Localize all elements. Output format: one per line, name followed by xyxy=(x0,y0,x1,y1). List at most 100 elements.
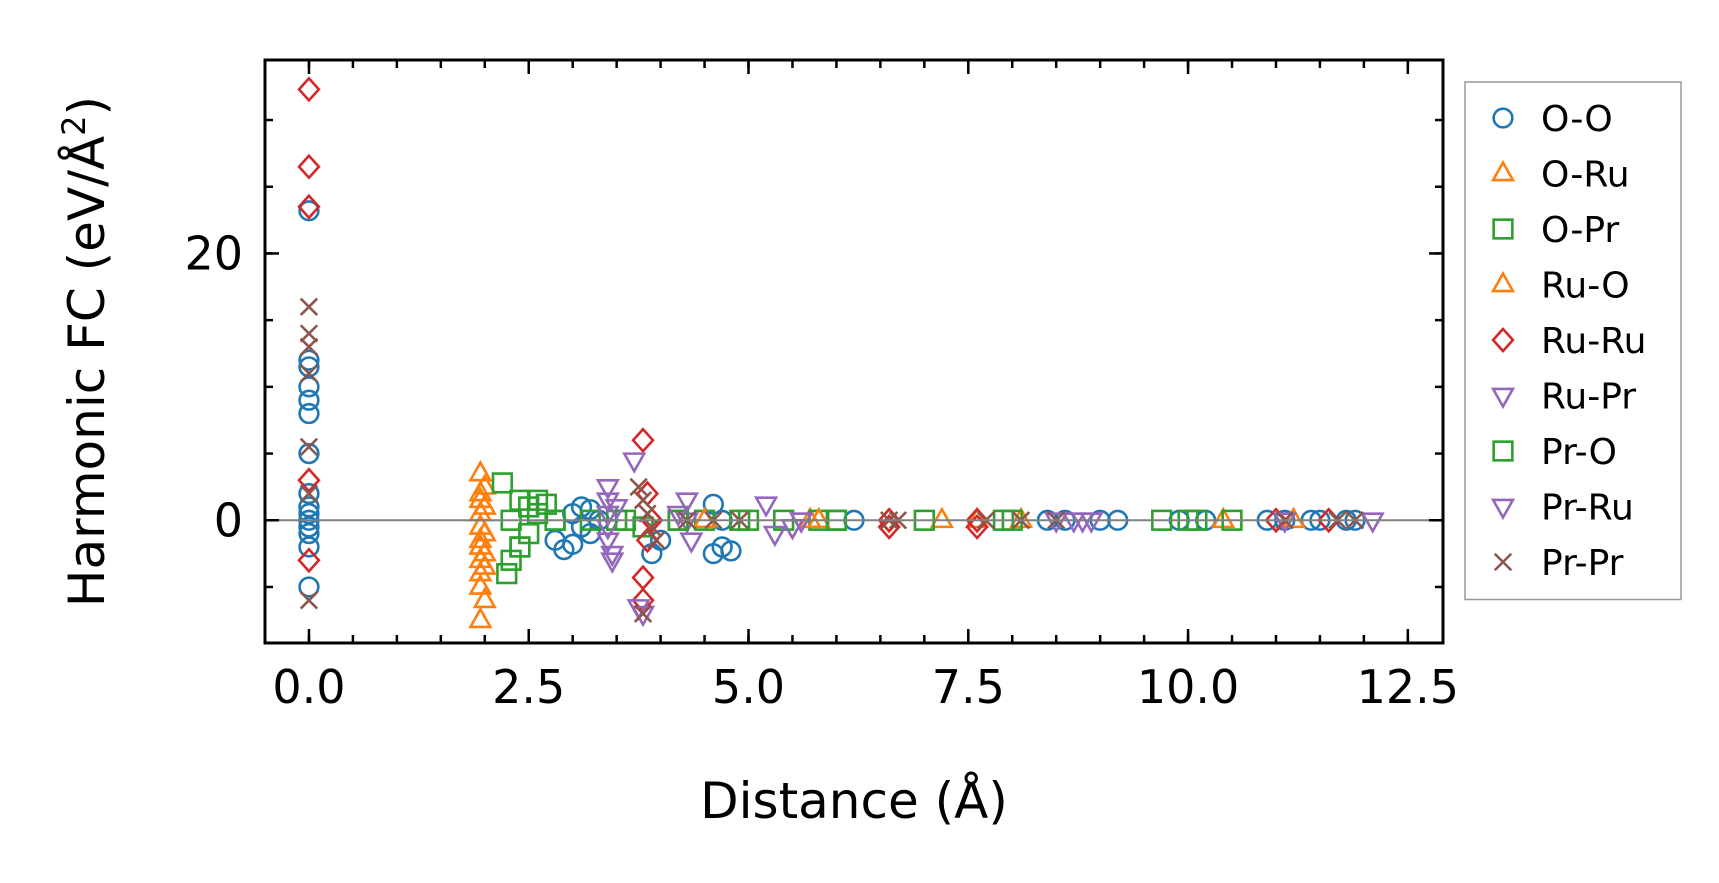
data-point xyxy=(604,499,629,521)
data-point xyxy=(622,452,647,474)
data-point xyxy=(806,506,831,529)
data-point xyxy=(1360,512,1385,534)
data-point xyxy=(468,573,493,595)
data-point xyxy=(472,553,497,575)
legend-marker xyxy=(1492,218,1514,240)
data-point xyxy=(299,364,319,383)
data-point xyxy=(299,324,319,343)
data-point xyxy=(789,512,814,534)
legend-marker xyxy=(1490,159,1516,182)
data-point xyxy=(631,427,655,454)
legend-label: O-Ru xyxy=(1541,155,1630,196)
tick-labels: 0.0 2.5 5.0 7.5 10.0 12.5 0 20 xyxy=(184,226,1459,714)
data-point xyxy=(562,533,584,555)
data-point xyxy=(1272,512,1297,534)
legend-label: Pr-Ru xyxy=(1541,488,1634,529)
x-tick-label: 12.5 xyxy=(1357,660,1459,714)
data-points xyxy=(297,76,1385,629)
data-point xyxy=(629,477,648,497)
data-point xyxy=(298,376,320,398)
data-point xyxy=(468,459,493,482)
y-tick-label: 20 xyxy=(184,226,243,280)
data-point xyxy=(679,532,704,554)
legend-label: Pr-Pr xyxy=(1541,543,1624,584)
data-point xyxy=(472,539,497,562)
data-point xyxy=(595,492,620,514)
data-point xyxy=(929,506,955,529)
data-point xyxy=(298,536,320,558)
data-point xyxy=(633,491,653,510)
data-point xyxy=(595,505,620,528)
x-axis-label: Distance (Å) xyxy=(700,772,1008,830)
data-point xyxy=(299,337,319,357)
legend: O-O O-Ru O-Pr Ru-O Ru-Ru Ru-Pr Pr-O Pr-Ru Pr-Pr xyxy=(1464,81,1682,601)
legend-label: Ru-O xyxy=(1541,266,1630,307)
data-point xyxy=(472,586,497,609)
data-point xyxy=(298,522,320,545)
data-point xyxy=(595,479,620,501)
data-point xyxy=(297,467,321,494)
x-tick-label: 2.5 xyxy=(492,660,565,714)
data-point xyxy=(298,576,320,598)
data-point xyxy=(298,402,320,425)
data-point xyxy=(509,536,531,558)
data-point xyxy=(491,472,514,494)
legend-marker xyxy=(1491,327,1515,353)
data-point xyxy=(526,489,549,511)
data-point xyxy=(299,297,319,316)
data-point xyxy=(298,516,320,538)
data-point xyxy=(297,76,321,103)
data-point xyxy=(299,437,319,457)
x-tick-label: 5.0 xyxy=(712,660,785,714)
legend-marker xyxy=(1490,387,1516,410)
legend-marker xyxy=(1492,107,1514,129)
data-point xyxy=(633,604,653,623)
y-axis-label: Harmonic FC (eV/Å2) xyxy=(55,96,116,607)
data-point xyxy=(472,519,497,542)
data-point xyxy=(753,496,779,518)
data-point xyxy=(1061,512,1086,534)
data-point xyxy=(468,606,493,629)
data-point xyxy=(298,482,320,505)
legend-label: O-O xyxy=(1541,99,1613,140)
data-point xyxy=(298,356,320,378)
x-tick-label: 10.0 xyxy=(1137,660,1239,714)
data-point xyxy=(642,517,661,537)
data-point xyxy=(298,349,320,371)
data-point xyxy=(299,484,319,503)
data-point xyxy=(762,525,788,548)
legend-marker xyxy=(1490,270,1516,293)
legend-label: O-Pr xyxy=(1541,210,1619,251)
data-point xyxy=(649,529,672,551)
data-point xyxy=(297,547,321,574)
legend-label: Ru-Ru xyxy=(1541,321,1646,362)
data-point xyxy=(595,532,620,554)
axes xyxy=(263,58,1445,645)
data-point xyxy=(496,562,518,585)
legend-marker xyxy=(1492,440,1514,462)
data-point xyxy=(631,564,655,591)
legend-label: Ru-Pr xyxy=(1541,377,1636,418)
data-point xyxy=(298,502,320,525)
legend-marker xyxy=(1493,552,1513,572)
data-point xyxy=(600,552,625,574)
legend-marker xyxy=(1490,498,1516,521)
plot-frame xyxy=(263,58,1445,645)
x-tick-label: 0.0 xyxy=(272,660,345,714)
x-tick-label: 7.5 xyxy=(932,660,1005,714)
data-point xyxy=(638,504,657,523)
data-point xyxy=(647,531,666,550)
data-point xyxy=(298,389,320,411)
data-point xyxy=(720,540,742,562)
data-point xyxy=(298,442,320,465)
y-tick-label: 0 xyxy=(214,493,243,547)
data-point xyxy=(298,496,320,518)
data-point xyxy=(630,605,656,628)
data-point xyxy=(472,493,497,515)
data-point xyxy=(298,200,320,222)
data-point xyxy=(674,492,700,514)
legend-label: Pr-O xyxy=(1541,432,1617,473)
data-point xyxy=(297,153,321,180)
data-point xyxy=(299,591,319,610)
